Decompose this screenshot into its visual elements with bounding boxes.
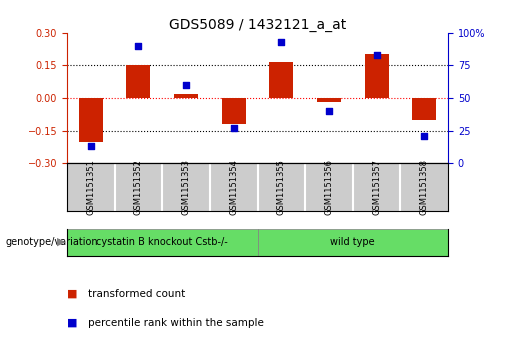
Point xyxy=(372,52,381,58)
Text: percentile rank within the sample: percentile rank within the sample xyxy=(88,318,264,328)
Text: ■: ■ xyxy=(67,318,77,328)
Text: GSM1151356: GSM1151356 xyxy=(324,159,333,215)
Text: genotype/variation: genotype/variation xyxy=(5,237,98,247)
Point xyxy=(420,133,428,139)
Bar xyxy=(222,98,246,124)
Text: wild type: wild type xyxy=(331,237,375,247)
Text: GSM1151354: GSM1151354 xyxy=(229,159,238,215)
Text: ▶: ▶ xyxy=(57,237,65,247)
Bar xyxy=(67,229,258,256)
Point xyxy=(325,108,333,114)
Text: GSM1151351: GSM1151351 xyxy=(87,159,95,215)
Bar xyxy=(79,98,102,142)
Point xyxy=(134,43,143,49)
Point xyxy=(182,82,190,88)
Text: GSM1151355: GSM1151355 xyxy=(277,159,286,215)
Text: GSM1151352: GSM1151352 xyxy=(134,159,143,215)
Bar xyxy=(317,98,341,102)
Text: transformed count: transformed count xyxy=(88,289,185,299)
Bar xyxy=(269,62,293,98)
Text: ■: ■ xyxy=(67,289,77,299)
Bar xyxy=(174,94,198,98)
Bar xyxy=(365,54,388,98)
Bar xyxy=(127,65,150,98)
Point xyxy=(230,125,238,131)
Bar xyxy=(258,229,448,256)
Point xyxy=(87,143,95,149)
Title: GDS5089 / 1432121_a_at: GDS5089 / 1432121_a_at xyxy=(169,18,346,32)
Bar xyxy=(413,98,436,120)
Point xyxy=(277,39,285,45)
Text: cystatin B knockout Cstb-/-: cystatin B knockout Cstb-/- xyxy=(96,237,228,247)
Text: GSM1151357: GSM1151357 xyxy=(372,159,381,215)
Text: GSM1151353: GSM1151353 xyxy=(182,159,191,215)
Text: GSM1151358: GSM1151358 xyxy=(420,159,428,215)
